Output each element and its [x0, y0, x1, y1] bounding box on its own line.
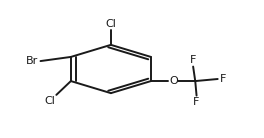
Text: O: O [169, 76, 178, 86]
Text: Br: Br [26, 56, 38, 66]
Text: F: F [220, 74, 226, 84]
Text: Cl: Cl [105, 19, 116, 29]
Text: Cl: Cl [44, 96, 55, 106]
Text: F: F [190, 55, 196, 65]
Text: F: F [193, 97, 200, 107]
